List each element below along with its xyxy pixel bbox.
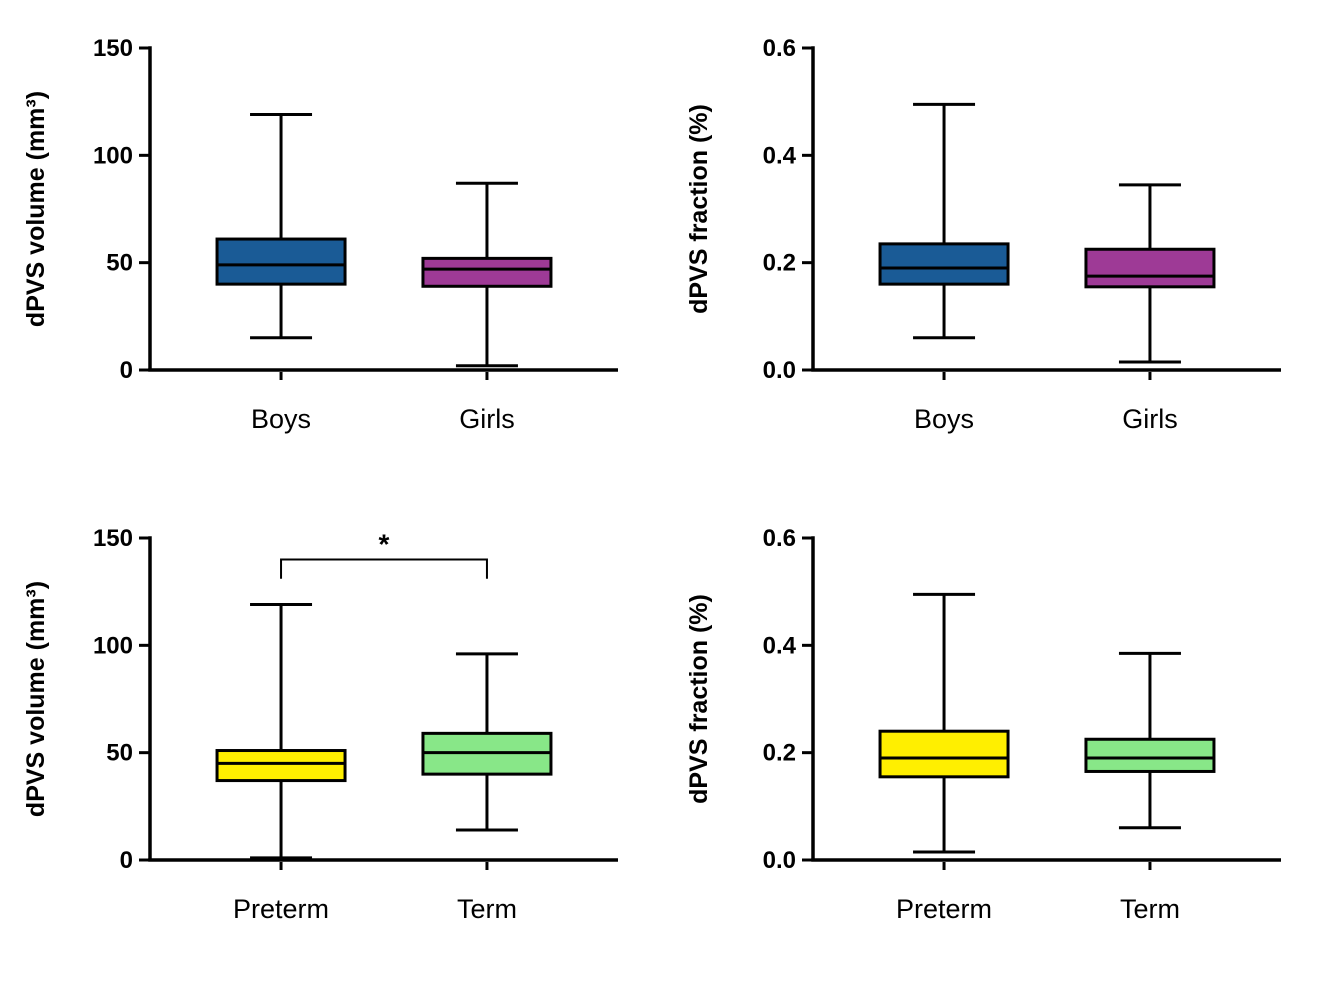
svg-text:0.6: 0.6 xyxy=(763,35,796,62)
dpvs-volume-by-term-svg: 0 50 100 150 dPVS volume (mm³) Preterm Term * xyxy=(22,525,618,924)
svg-text:Girls: Girls xyxy=(459,404,515,434)
svg-text:Term: Term xyxy=(457,894,517,924)
svg-text:Preterm: Preterm xyxy=(233,894,329,924)
chart-dpvs-fraction-by-sex: 0.0 0.2 0.4 0.6 dPVS fraction (%) Boys Girls xyxy=(663,4,1326,490)
y-axis-label: dPVS fraction (%) xyxy=(685,104,713,314)
svg-text:Term: Term xyxy=(1120,894,1180,924)
svg-text:50: 50 xyxy=(106,740,133,767)
y-axis-label: dPVS volume (mm³) xyxy=(22,581,50,817)
svg-text:Boys: Boys xyxy=(914,404,974,434)
svg-text:Preterm: Preterm xyxy=(896,894,992,924)
y-axis-label: dPVS volume (mm³) xyxy=(22,91,50,327)
svg-text:150: 150 xyxy=(93,35,133,62)
chart-dpvs-fraction-by-term: 0.0 0.2 0.4 0.6 dPVS fraction (%) Preterm Term xyxy=(663,494,1326,980)
svg-text:0.0: 0.0 xyxy=(763,357,796,384)
svg-text:Boys: Boys xyxy=(251,404,311,434)
chart-dpvs-volume-by-term: 0 50 100 150 dPVS volume (mm³) Preterm Term * xyxy=(0,494,663,980)
svg-text:0.4: 0.4 xyxy=(763,142,797,169)
dpvs-fraction-by-term-svg: 0.0 0.2 0.4 0.6 dPVS fraction (%) Preterm Term xyxy=(685,525,1281,924)
y-axis-label: dPVS fraction (%) xyxy=(685,594,713,804)
svg-text:0: 0 xyxy=(120,357,133,384)
svg-text:0.0: 0.0 xyxy=(763,847,796,874)
dpvs-fraction-by-sex-svg: 0.0 0.2 0.4 0.6 dPVS fraction (%) Boys Girls xyxy=(685,35,1281,434)
dpvs-volume-by-sex-svg: 0 50 100 150 dPVS volume (mm³) Boys Girls xyxy=(22,35,618,434)
svg-text:Girls: Girls xyxy=(1122,404,1178,434)
svg-text:150: 150 xyxy=(93,525,133,552)
svg-text:100: 100 xyxy=(93,142,133,169)
svg-text:50: 50 xyxy=(106,250,133,277)
svg-text:0: 0 xyxy=(120,847,133,874)
svg-text:0.2: 0.2 xyxy=(763,740,796,767)
svg-text:0.6: 0.6 xyxy=(763,525,796,552)
svg-text:0.2: 0.2 xyxy=(763,250,796,277)
svg-text:100: 100 xyxy=(93,632,133,659)
chart-dpvs-volume-by-sex: 0 50 100 150 dPVS volume (mm³) Boys Girls xyxy=(0,4,663,490)
svg-text:0.4: 0.4 xyxy=(763,632,797,659)
svg-text:*: * xyxy=(379,528,390,559)
